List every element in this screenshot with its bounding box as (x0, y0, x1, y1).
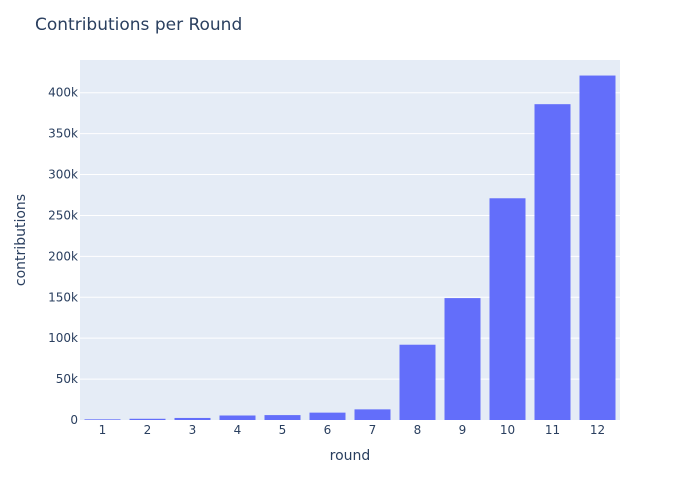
y-tick-label: 0 (70, 413, 78, 427)
x-tick-label: 3 (189, 423, 197, 437)
y-tick-label: 100k (48, 331, 78, 345)
bar-round-9[interactable] (444, 298, 481, 420)
y-tick-label: 250k (48, 208, 78, 222)
bar-round-2[interactable] (129, 418, 166, 420)
bar-round-6[interactable] (309, 412, 346, 420)
y-tick-label: 350k (48, 127, 78, 141)
bar-round-3[interactable] (174, 417, 211, 420)
bar-round-10[interactable] (489, 198, 526, 420)
x-tick-label: 1 (99, 423, 107, 437)
x-tick-label: 12 (590, 423, 605, 437)
x-tick-label: 9 (459, 423, 467, 437)
y-tick-label: 150k (48, 290, 78, 304)
x-axis-label: round (330, 448, 371, 464)
plot-area (80, 60, 620, 420)
bar-round-5[interactable] (264, 415, 301, 420)
x-tick-label: 10 (500, 423, 515, 437)
y-tick-label: 300k (48, 168, 78, 182)
bar-round-1[interactable] (84, 419, 121, 420)
y-axis-ticks: 0 50k 100k 150k 200k 250k 300k 350k 400k (48, 86, 78, 427)
bar-round-8[interactable] (399, 344, 436, 420)
bar-round-11[interactable] (534, 104, 571, 420)
x-tick-label: 2 (144, 423, 152, 437)
x-tick-label: 7 (369, 423, 377, 437)
x-tick-label: 5 (279, 423, 287, 437)
y-tick-label: 200k (48, 249, 78, 263)
x-tick-label: 11 (545, 423, 560, 437)
bar-round-7[interactable] (354, 409, 391, 420)
y-tick-label: 400k (48, 86, 78, 100)
bar-round-4[interactable] (219, 415, 256, 421)
x-tick-label: 6 (324, 423, 332, 437)
y-axis-label: contributions (13, 194, 29, 286)
x-axis-ticks: 1 2 3 4 5 6 7 8 9 10 11 12 (99, 423, 605, 437)
bar-round-12[interactable] (579, 75, 616, 420)
chart-title: Contributions per Round (35, 15, 242, 35)
bars (84, 75, 616, 421)
x-tick-label: 4 (234, 423, 242, 437)
gridlines (80, 92, 620, 380)
y-tick-label: 50k (56, 372, 78, 386)
x-tick-label: 8 (414, 423, 422, 437)
